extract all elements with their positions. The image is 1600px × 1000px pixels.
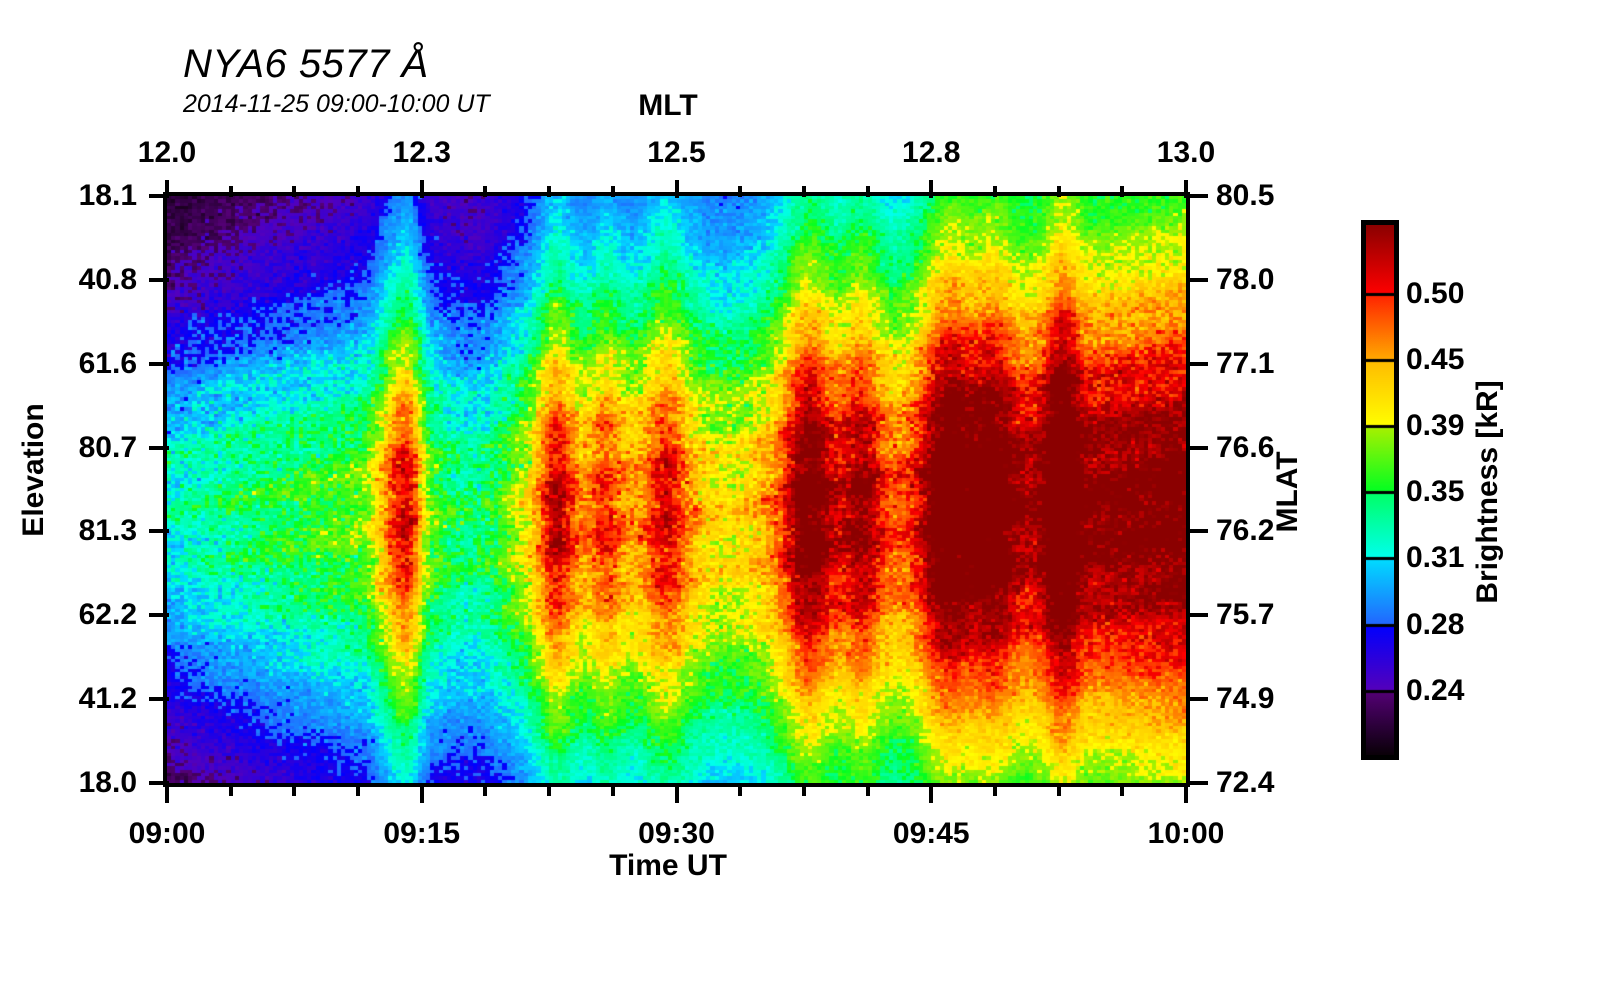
right-tick-label: 80.5	[1216, 179, 1275, 212]
bottom-major-tick	[165, 785, 169, 803]
bottom-major-tick	[929, 785, 934, 803]
top-minor-tick	[228, 186, 233, 197]
left-axis-title: Elevation	[17, 403, 50, 537]
right-major-tick	[1188, 277, 1208, 282]
right-tick-label: 76.2	[1216, 514, 1275, 548]
bottom-minor-tick	[992, 785, 997, 796]
left-tick-label: 81.3	[78, 514, 137, 548]
left-tick-label: 18.0	[78, 766, 137, 799]
right-major-tick	[1188, 529, 1208, 534]
right-tick-label: 76.6	[1216, 430, 1275, 464]
top-tick-label: 12.0	[137, 136, 197, 169]
bottom-minor-tick	[483, 785, 488, 796]
top-major-tick	[165, 180, 169, 198]
left-major-tick	[149, 697, 169, 702]
left-tick-label: 62.2	[78, 598, 137, 632]
top-major-tick	[1184, 180, 1188, 198]
right-tick-label: 75.7	[1216, 598, 1275, 632]
top-minor-tick	[356, 186, 361, 197]
top-tick-label: 12.8	[902, 136, 961, 169]
top-tick-label: 12.5	[647, 136, 706, 169]
bottom-tick-label: 09:15	[383, 817, 461, 850]
top-major-tick	[419, 180, 424, 198]
left-tick-label: 18.1	[78, 179, 137, 212]
colorbar-title: Brightness [kR]	[1471, 380, 1504, 604]
bottom-axis-title: Time UT	[609, 849, 727, 882]
top-minor-tick	[1120, 186, 1125, 197]
right-major-tick	[1188, 781, 1208, 785]
bottom-major-tick	[1184, 785, 1188, 803]
bottom-minor-tick	[801, 785, 806, 796]
top-major-tick	[674, 180, 679, 198]
colorbar-gradient	[1366, 225, 1394, 755]
bottom-minor-tick	[865, 785, 870, 796]
bottom-minor-tick	[356, 785, 361, 796]
colorbar-tick-label: 0.39	[1406, 409, 1465, 443]
top-minor-tick	[1056, 186, 1061, 197]
page-subtitle: 2014-11-25 09:00-10:00 UT	[183, 90, 490, 118]
left-major-tick	[149, 529, 169, 534]
top-minor-tick	[992, 186, 997, 197]
bottom-minor-tick	[292, 785, 297, 796]
left-major-tick	[149, 194, 169, 198]
top-minor-tick	[801, 186, 806, 197]
right-tick-label: 77.1	[1216, 346, 1275, 380]
bottom-major-tick	[674, 785, 679, 803]
top-minor-tick	[610, 186, 615, 197]
colorbar-tick-label: 0.24	[1406, 673, 1465, 707]
bottom-major-tick	[419, 785, 424, 803]
bottom-tick-label: 09:45	[892, 817, 970, 850]
left-tick-label: 80.7	[78, 430, 137, 464]
colorbar	[1361, 220, 1399, 760]
right-tick-label: 78.0	[1216, 262, 1275, 296]
top-minor-tick	[292, 186, 297, 197]
right-axis-title: MLAT	[1271, 451, 1304, 533]
colorbar-tick-label: 0.31	[1406, 541, 1465, 575]
left-major-tick	[149, 781, 169, 785]
left-major-tick	[149, 361, 169, 366]
bottom-minor-tick	[547, 785, 552, 796]
bottom-minor-tick	[610, 785, 615, 796]
right-major-tick	[1188, 697, 1208, 702]
top-tick-label: 12.3	[392, 136, 451, 169]
left-major-tick	[149, 613, 169, 618]
colorbar-tick-label: 0.50	[1406, 277, 1465, 311]
page-title: NYA6 5577 Å	[183, 42, 429, 86]
left-major-tick	[149, 445, 169, 450]
right-major-tick	[1188, 445, 1208, 450]
top-minor-tick	[865, 186, 870, 197]
bottom-minor-tick	[1056, 785, 1061, 796]
left-tick-label: 40.8	[78, 262, 137, 296]
colorbar-tick-label: 0.28	[1406, 607, 1465, 641]
plot-area	[163, 192, 1190, 787]
left-tick-label: 41.2	[78, 682, 137, 716]
left-tick-label: 61.6	[78, 346, 137, 380]
right-major-tick	[1188, 194, 1208, 198]
bottom-minor-tick	[228, 785, 233, 796]
top-minor-tick	[483, 186, 488, 197]
top-minor-tick	[738, 186, 743, 197]
bottom-tick-label: 10:00	[1147, 817, 1225, 850]
left-major-tick	[149, 277, 169, 282]
colorbar-tick-label: 0.35	[1406, 475, 1465, 509]
right-tick-label: 74.9	[1216, 682, 1275, 716]
right-major-tick	[1188, 613, 1208, 618]
bottom-minor-tick	[738, 785, 743, 796]
top-tick-label: 13.0	[1156, 136, 1216, 169]
right-tick-label: 72.4	[1216, 766, 1275, 799]
colorbar-tick-label: 0.45	[1406, 343, 1465, 377]
bottom-tick-label: 09:00	[128, 817, 206, 850]
right-major-tick	[1188, 361, 1208, 366]
top-minor-tick	[547, 186, 552, 197]
keogram-image	[167, 196, 1186, 783]
top-major-tick	[929, 180, 934, 198]
bottom-minor-tick	[1120, 785, 1125, 796]
top-axis-title: MLT	[638, 89, 698, 122]
bottom-tick-label: 09:30	[638, 817, 715, 850]
